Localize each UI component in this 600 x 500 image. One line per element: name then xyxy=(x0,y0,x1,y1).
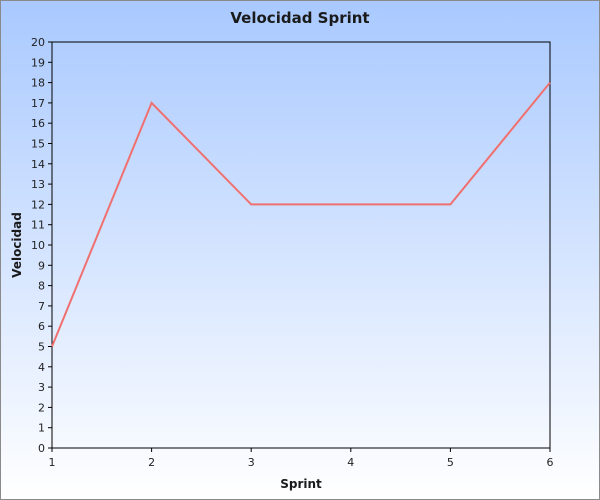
y-tick-label: 4 xyxy=(38,361,45,374)
y-tick-label: 11 xyxy=(31,219,45,232)
x-tick-label: 2 xyxy=(148,456,155,469)
y-tick-label: 19 xyxy=(31,56,45,69)
x-tick-label: 5 xyxy=(447,456,454,469)
x-tick-label: 3 xyxy=(248,456,255,469)
chart-title: Velocidad Sprint xyxy=(230,9,369,27)
y-tick-label: 3 xyxy=(38,381,45,394)
y-tick-label: 6 xyxy=(38,320,45,333)
y-tick-label: 8 xyxy=(38,280,45,293)
y-tick-label: 1 xyxy=(38,422,45,435)
y-tick-label: 15 xyxy=(31,138,45,151)
y-tick-label: 16 xyxy=(31,117,45,130)
y-tick-label: 5 xyxy=(38,341,45,354)
y-tick-label: 10 xyxy=(31,239,45,252)
y-tick-label: 13 xyxy=(31,178,45,191)
y-tick-label: 9 xyxy=(38,259,45,272)
y-tick-label: 18 xyxy=(31,77,45,90)
x-axis-title: Sprint xyxy=(280,477,322,491)
y-tick-label: 14 xyxy=(31,158,45,171)
series-line-1 xyxy=(51,81,551,347)
y-tick-label: 7 xyxy=(38,300,45,313)
x-tick-label: 4 xyxy=(347,456,354,469)
y-tick-label: 20 xyxy=(31,36,45,49)
x-tick-label: 1 xyxy=(49,456,56,469)
y-tick-label: 0 xyxy=(38,442,45,455)
y-axis-title: Velocidad xyxy=(10,212,24,278)
y-tick-label: 12 xyxy=(31,198,45,211)
y-tick-label: 2 xyxy=(38,401,45,414)
y-tick-label: 17 xyxy=(31,97,45,110)
x-tick-label: 6 xyxy=(547,456,554,469)
